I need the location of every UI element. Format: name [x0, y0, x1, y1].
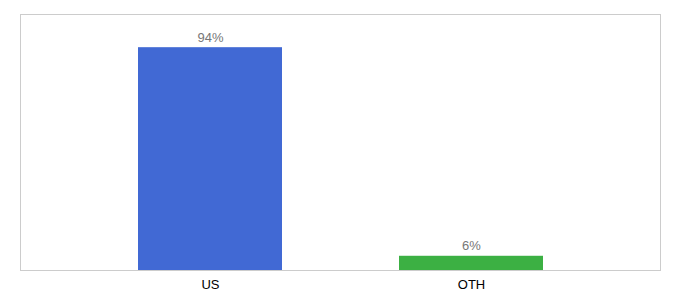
- svg-text:OTH: OTH: [458, 277, 485, 292]
- svg-text:94%: 94%: [197, 30, 223, 45]
- svg-text:6%: 6%: [462, 238, 481, 253]
- svg-text:US: US: [201, 277, 219, 292]
